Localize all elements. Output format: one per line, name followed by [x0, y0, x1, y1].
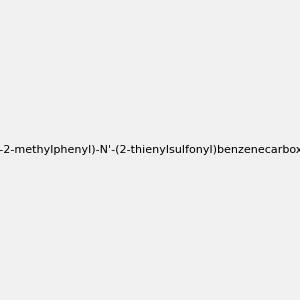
Text: N-(3-chloro-2-methylphenyl)-N'-(2-thienylsulfonyl)benzenecarboximidamide: N-(3-chloro-2-methylphenyl)-N'-(2-thieny…: [0, 145, 300, 155]
